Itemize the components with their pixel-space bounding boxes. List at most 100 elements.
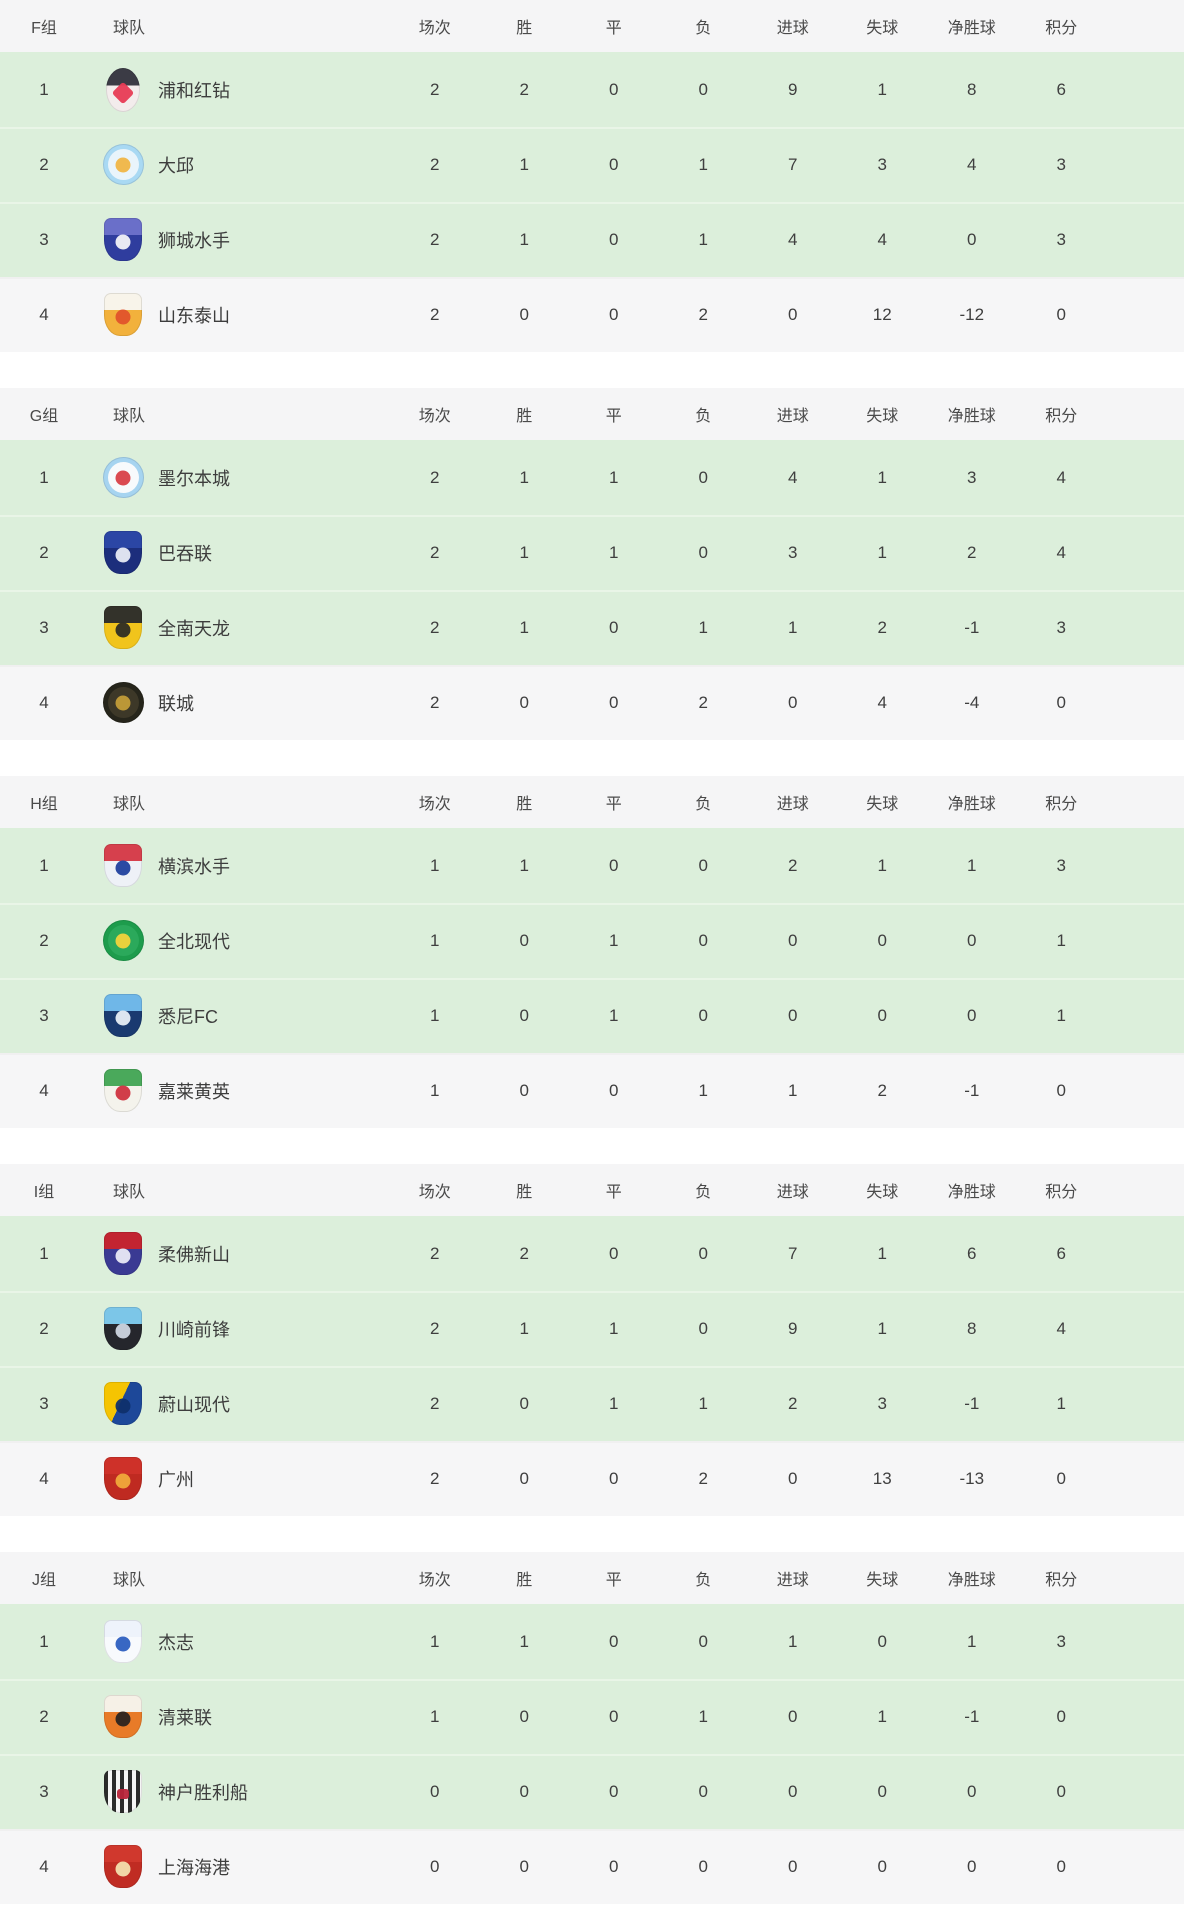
- stat-lost: 2: [698, 1468, 708, 1488]
- stat-goals-for: 7: [788, 154, 798, 174]
- stat-goal-diff: 1: [967, 855, 977, 875]
- team-rank: 1: [39, 467, 49, 487]
- stat-won: 1: [519, 154, 529, 174]
- team-rank: 4: [39, 304, 49, 324]
- team-row[interactable]: 1 墨尔本城 2 1 1 0 4 1 3 4: [0, 440, 1184, 515]
- column-header-goals-for: 进球: [776, 1184, 809, 1201]
- stat-drawn: 0: [609, 1706, 619, 1726]
- stat-drawn: 0: [609, 1781, 619, 1801]
- stat-goals-for: 0: [788, 1856, 798, 1876]
- team-row[interactable]: 1 杰志 1 1 0 0 1 0 1 3: [0, 1604, 1184, 1679]
- team-crest-cell: [88, 457, 158, 498]
- stat-played: 2: [430, 542, 440, 562]
- column-header-played: 场次: [418, 796, 451, 813]
- stat-lost: 0: [698, 855, 708, 875]
- kawasaki-frontale-crest-icon: [104, 1307, 142, 1350]
- stat-drawn: 0: [609, 692, 619, 712]
- column-header-goal-diff: 净胜球: [947, 796, 996, 813]
- team-row[interactable]: 4 嘉莱黄英 1 0 0 1 1 2 -1 0: [0, 1053, 1184, 1128]
- team-row[interactable]: 4 联城 2 0 0 2 0 4 -4 0: [0, 665, 1184, 740]
- team-row[interactable]: 3 神户胜利船 0 0 0 0 0 0 0 0: [0, 1754, 1184, 1829]
- group-header-row: J组 球队 场次 胜 平 负 进球 失球 净胜球 积分: [0, 1552, 1184, 1604]
- stat-won: 0: [519, 1468, 529, 1488]
- team-name: 狮城水手: [158, 230, 230, 251]
- stat-played: 2: [430, 1243, 440, 1263]
- column-header-team: 球队: [113, 408, 146, 425]
- vissel-kobe-crest-icon: [104, 1770, 142, 1813]
- team-row[interactable]: 2 清莱联 1 0 0 1 0 1 -1 0: [0, 1679, 1184, 1754]
- team-row[interactable]: 4 上海海港 0 0 0 0 0 0 0 0: [0, 1829, 1184, 1904]
- stat-drawn: 0: [609, 1631, 619, 1651]
- team-name: 杰志: [158, 1632, 194, 1653]
- stat-won: 0: [519, 1005, 529, 1025]
- team-rank: 1: [39, 855, 49, 875]
- group-rows: 1 浦和红钻 2 2 0 0 9 1 8 6 2 大邱 2 1 0 1 7 3 …: [0, 52, 1184, 352]
- column-header-goals-for: 进球: [776, 1572, 809, 1589]
- team-row[interactable]: 2 大邱 2 1 0 1 7 3 4 3: [0, 127, 1184, 202]
- stat-goals-against: 2: [877, 617, 887, 637]
- column-header-won: 胜: [516, 408, 533, 425]
- column-header-played: 场次: [418, 1184, 451, 1201]
- stat-won: 0: [519, 304, 529, 324]
- stat-played: 1: [430, 855, 440, 875]
- stat-goals-for: 1: [788, 1080, 798, 1100]
- stat-points: 4: [1056, 467, 1066, 487]
- stat-lost: 2: [698, 692, 708, 712]
- stat-lost: 0: [698, 930, 708, 950]
- guangzhou-fc-crest-icon: [104, 1457, 142, 1500]
- column-header-lost: 负: [695, 1572, 712, 1589]
- team-row[interactable]: 4 山东泰山 2 0 0 2 0 12 -12 0: [0, 277, 1184, 352]
- team-row[interactable]: 2 川崎前锋 2 1 1 0 9 1 8 4: [0, 1291, 1184, 1366]
- team-crest-cell: [88, 1620, 158, 1663]
- team-name: 嘉莱黄英: [158, 1081, 230, 1102]
- stat-goals-for: 2: [788, 855, 798, 875]
- team-row[interactable]: 3 狮城水手 2 1 0 1 4 4 0 3: [0, 202, 1184, 277]
- group-label: J组: [31, 1572, 56, 1589]
- group-label: I组: [33, 1184, 55, 1201]
- team-row[interactable]: 3 悉尼FC 1 0 1 0 0 0 0 1: [0, 978, 1184, 1053]
- stat-played: 1: [430, 1706, 440, 1726]
- stat-drawn: 0: [609, 229, 619, 249]
- team-crest-cell: [88, 1695, 158, 1738]
- stat-points: 0: [1056, 1781, 1066, 1801]
- stat-played: 2: [430, 692, 440, 712]
- stat-points: 0: [1056, 1080, 1066, 1100]
- team-row[interactable]: 2 全北现代 1 0 1 0 0 0 0 1: [0, 903, 1184, 978]
- stat-points: 6: [1056, 79, 1066, 99]
- team-name: 川崎前锋: [158, 1319, 230, 1340]
- team-row[interactable]: 2 巴吞联 2 1 1 0 3 1 2 4: [0, 515, 1184, 590]
- stat-goal-diff: -13: [959, 1468, 985, 1488]
- stat-lost: 0: [698, 1318, 708, 1338]
- team-name: 悉尼FC: [158, 1006, 218, 1027]
- team-rank: 4: [39, 1856, 49, 1876]
- team-name: 上海海港: [158, 1857, 230, 1878]
- stat-lost: 0: [698, 79, 708, 99]
- stat-goals-for: 3: [788, 542, 798, 562]
- team-crest-cell: [88, 218, 158, 261]
- ulsan-hyundai-crest-icon: [104, 1382, 142, 1425]
- team-row[interactable]: 3 蔚山现代 2 0 1 1 2 3 -1 1: [0, 1366, 1184, 1441]
- team-row[interactable]: 1 浦和红钻 2 2 0 0 9 1 8 6: [0, 52, 1184, 127]
- team-row[interactable]: 1 横滨水手 1 1 0 0 2 1 1 3: [0, 828, 1184, 903]
- stat-played: 2: [430, 617, 440, 637]
- stat-drawn: 0: [609, 855, 619, 875]
- stat-goals-for: 0: [788, 1781, 798, 1801]
- column-header-lost: 负: [695, 408, 712, 425]
- column-header-played: 场次: [418, 408, 451, 425]
- stat-lost: 1: [698, 617, 708, 637]
- stat-played: 2: [430, 154, 440, 174]
- team-row[interactable]: 4 广州 2 0 0 2 0 13 -13 0: [0, 1441, 1184, 1516]
- group-header-row: I组 球队 场次 胜 平 负 进球 失球 净胜球 积分: [0, 1164, 1184, 1216]
- stat-lost: 1: [698, 1393, 708, 1413]
- team-row[interactable]: 1 柔佛新山 2 2 0 0 7 1 6 6: [0, 1216, 1184, 1291]
- stat-won: 1: [519, 855, 529, 875]
- stat-goals-against: 0: [877, 1781, 887, 1801]
- team-row[interactable]: 3 全南天龙 2 1 0 1 1 2 -1 3: [0, 590, 1184, 665]
- group-label: G组: [29, 408, 59, 425]
- stat-goal-diff: 1: [967, 1631, 977, 1651]
- group-table: F组 球队 场次 胜 平 负 进球 失球 净胜球 积分 1 浦和红钻 2 2 0…: [0, 0, 1184, 352]
- stat-lost: 0: [698, 542, 708, 562]
- column-header-points: 积分: [1045, 1184, 1078, 1201]
- column-header-team: 球队: [113, 1184, 146, 1201]
